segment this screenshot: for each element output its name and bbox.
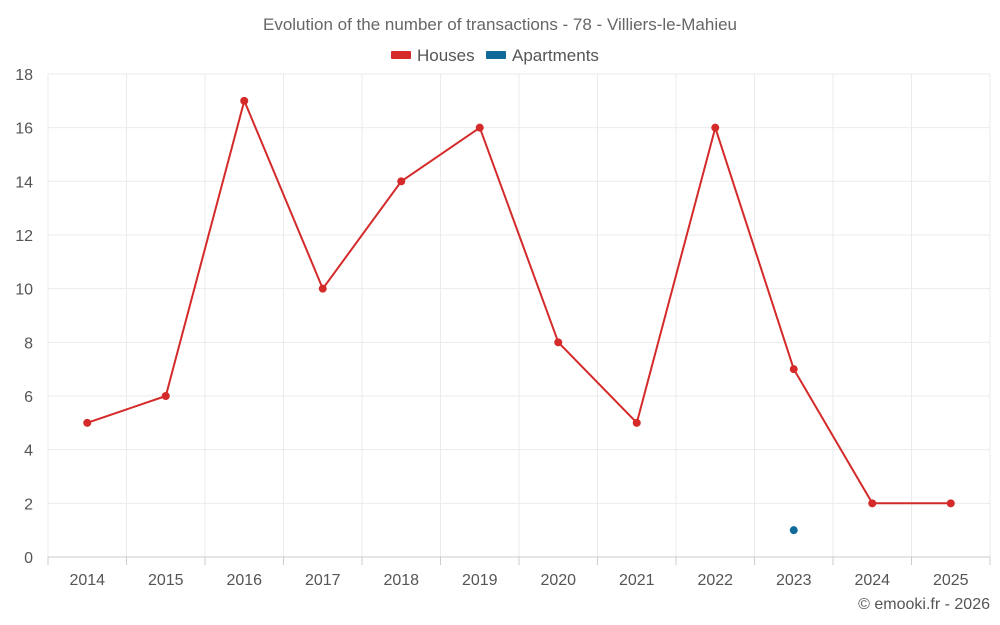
- x-tick-label: 2024: [854, 572, 890, 589]
- x-tick-label: 2021: [619, 572, 655, 589]
- axes: 0 2 4 6 8 10 12 14 16 18 2014 2015 2016 2017 2018 2019 2…: [15, 67, 991, 589]
- data-point-houses: [240, 96, 249, 105]
- legend-swatch-apartments[interactable]: [486, 51, 506, 59]
- legend: Houses Apartments: [391, 46, 599, 65]
- x-tick-label: 2018: [383, 572, 419, 589]
- data-point-houses: [711, 123, 720, 132]
- y-tick-label: 10: [15, 282, 33, 299]
- data-point-houses: [161, 392, 170, 400]
- data-point-houses: [83, 418, 92, 427]
- x-tick-label: 2025: [933, 572, 969, 589]
- y-tick-label: 6: [24, 389, 33, 406]
- x-tick-label: 2017: [305, 572, 341, 589]
- legend-label-houses[interactable]: Houses: [417, 46, 475, 65]
- data-point-houses: [946, 499, 955, 508]
- data-point-houses: [789, 365, 798, 374]
- data-point-houses: [397, 177, 406, 186]
- data-point-houses: [868, 499, 877, 508]
- y-tick-label: 12: [15, 228, 33, 245]
- data-point-houses: [554, 338, 563, 347]
- grid: [47, 73, 991, 557]
- series-line-houses: [86, 99, 951, 505]
- copyright-text: © emooki.fr - 2026: [858, 596, 990, 613]
- y-tick-label: 4: [24, 443, 33, 460]
- y-tick-label: 0: [24, 550, 33, 567]
- data-point-houses: [632, 418, 641, 427]
- data-point-houses: [475, 123, 484, 132]
- y-tick-label: 18: [15, 67, 33, 84]
- x-tick-label: 2014: [69, 572, 105, 589]
- legend-swatch-houses[interactable]: [391, 51, 411, 59]
- series-layer: [83, 96, 955, 535]
- chart-title: Evolution of the number of transactions …: [263, 15, 737, 34]
- x-tick-label: 2023: [776, 572, 812, 589]
- y-tick-label: 14: [15, 174, 33, 191]
- data-point-houses: [318, 284, 327, 293]
- x-tick-label: 2016: [226, 572, 262, 589]
- x-tick-label: 2022: [697, 572, 733, 589]
- data-point-apartments: [789, 526, 798, 535]
- y-tick-label: 2: [24, 496, 33, 513]
- y-tick-label: 16: [15, 121, 33, 138]
- x-tick-label: 2019: [462, 572, 498, 589]
- y-tick-label: 8: [24, 335, 33, 352]
- x-tick-label: 2020: [540, 572, 576, 589]
- x-tick-label: 2015: [148, 572, 184, 589]
- legend-label-apartments[interactable]: Apartments: [512, 46, 599, 65]
